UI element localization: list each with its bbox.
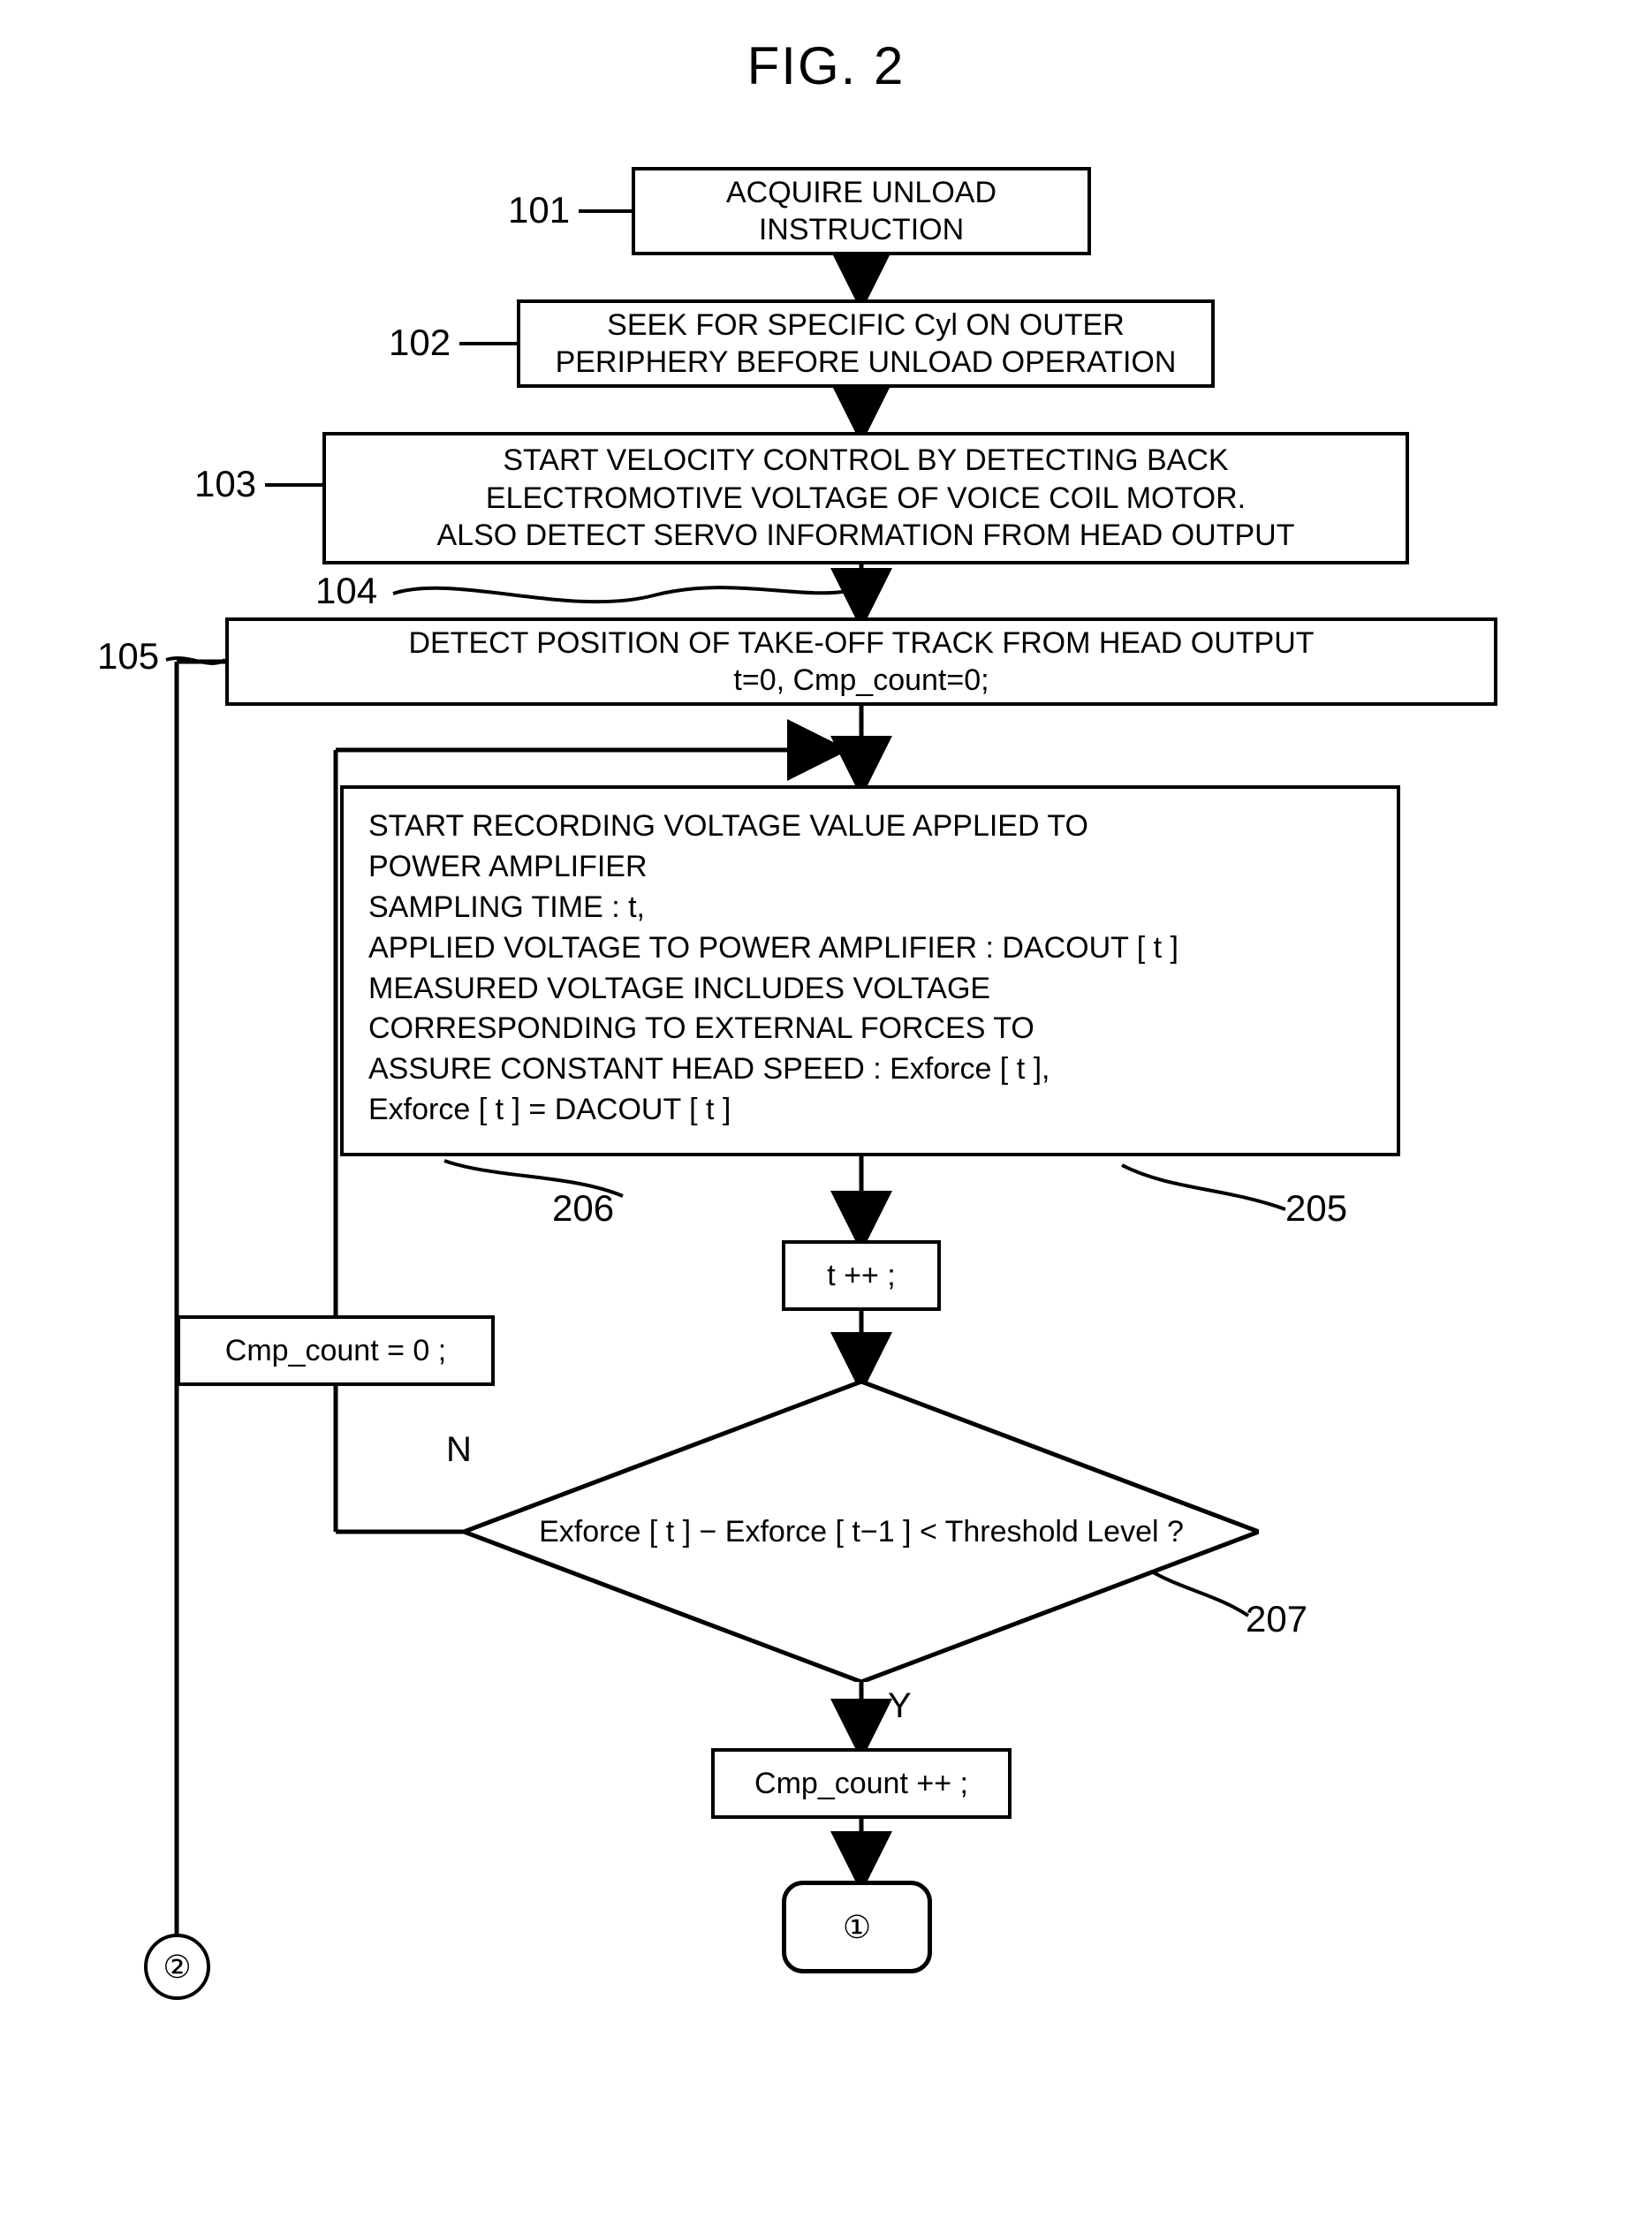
ref-102: 102: [389, 322, 451, 364]
branch-yes: Y: [888, 1686, 912, 1726]
ref-205: 205: [1285, 1187, 1347, 1230]
step-detect-takeoff: DETECT POSITION OF TAKE-OFF TRACK FROM H…: [225, 617, 1497, 706]
decision-threshold: Exforce [ t ] − Exforce [ t−1 ] < Thresh…: [464, 1382, 1259, 1682]
step-cmp-reset: Cmp_count = 0 ;: [177, 1315, 495, 1386]
step-acquire-unload: ACQUIRE UNLOAD INSTRUCTION: [632, 167, 1091, 255]
ref-101: 101: [508, 189, 570, 231]
ref-103: 103: [194, 463, 256, 505]
connector-1: ①: [782, 1881, 932, 1973]
ref-104: 104: [315, 570, 377, 612]
connector-2-label: ②: [163, 1949, 191, 1986]
step-cmp-increment: Cmp_count ++ ;: [711, 1748, 1012, 1819]
connector-1-label: ①: [843, 1909, 871, 1946]
step-record-voltage: START RECORDING VOLTAGE VALUE APPLIED TO…: [340, 785, 1400, 1156]
connector-2: ②: [144, 1934, 210, 2000]
figure-title: FIG. 2: [35, 35, 1617, 96]
step-velocity-control: START VELOCITY CONTROL BY DETECTING BACK…: [322, 432, 1409, 564]
branch-no: N: [446, 1430, 472, 1470]
ref-206: 206: [552, 1187, 614, 1230]
ref-207: 207: [1246, 1598, 1307, 1640]
ref-105: 105: [97, 635, 159, 678]
step-t-increment: t ++ ;: [782, 1240, 941, 1311]
flowchart: ACQUIRE UNLOAD INSTRUCTION SEEK FOR SPEC…: [75, 167, 1577, 2199]
step-seek-cyl: SEEK FOR SPECIFIC Cyl ON OUTER PERIPHERY…: [517, 299, 1215, 388]
